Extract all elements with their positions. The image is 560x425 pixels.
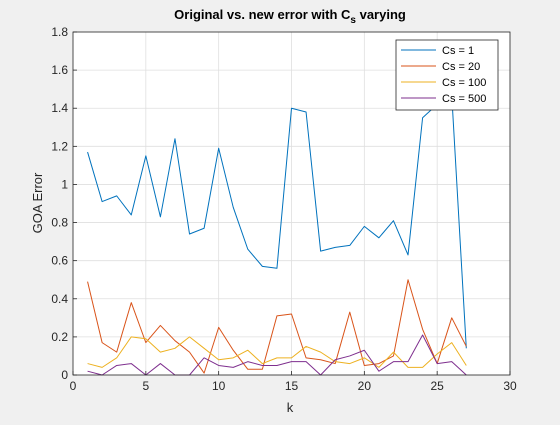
x-tick-label: 15: [285, 379, 299, 393]
y-tick-label: 0.2: [51, 330, 68, 344]
x-tick-label: 25: [430, 379, 444, 393]
x-tick-label: 30: [503, 379, 517, 393]
y-tick-label: 1.8: [51, 25, 68, 39]
y-tick-label: 0.6: [51, 254, 68, 268]
y-tick-label: 0: [61, 368, 68, 382]
x-tick-label: 5: [142, 379, 149, 393]
y-tick-label: 0.8: [51, 216, 68, 230]
y-tick-label: 1.4: [51, 101, 68, 115]
y-tick-label: 1: [61, 177, 68, 191]
series-line-2: [87, 279, 467, 374]
x-tick-label: 0: [70, 379, 77, 393]
y-axis-ticks: 0 0.2 0.4 0.6 0.8 1 1.2 1.4 1.6 1.8: [51, 25, 77, 382]
y-tick-label: 1.6: [51, 63, 68, 77]
series-layer: [87, 94, 467, 376]
legend: Cs = 1 Cs = 20 Cs = 100 Cs = 500: [395, 39, 499, 111]
series-line-1: [87, 94, 467, 349]
x-axis-ticks: 0 5 10 15 20 25 30: [70, 371, 517, 393]
legend-label: Cs = 100: [442, 77, 486, 89]
series-line-3: [87, 336, 467, 368]
y-axis-label: GOA Error: [30, 172, 45, 233]
series-line-4: [87, 334, 467, 376]
y-tick-label: 1.2: [51, 139, 68, 153]
y-tick-label: 0.4: [51, 292, 68, 306]
legend-label: Cs = 20: [442, 61, 480, 73]
chart-title: Original vs. new error with Cs varying: [174, 7, 406, 26]
x-tick-label: 20: [358, 379, 372, 393]
legend-label: Cs = 1: [442, 45, 474, 57]
legend-label: Cs = 500: [442, 93, 486, 105]
x-tick-label: 10: [212, 379, 226, 393]
x-axis-label: k: [287, 400, 294, 415]
